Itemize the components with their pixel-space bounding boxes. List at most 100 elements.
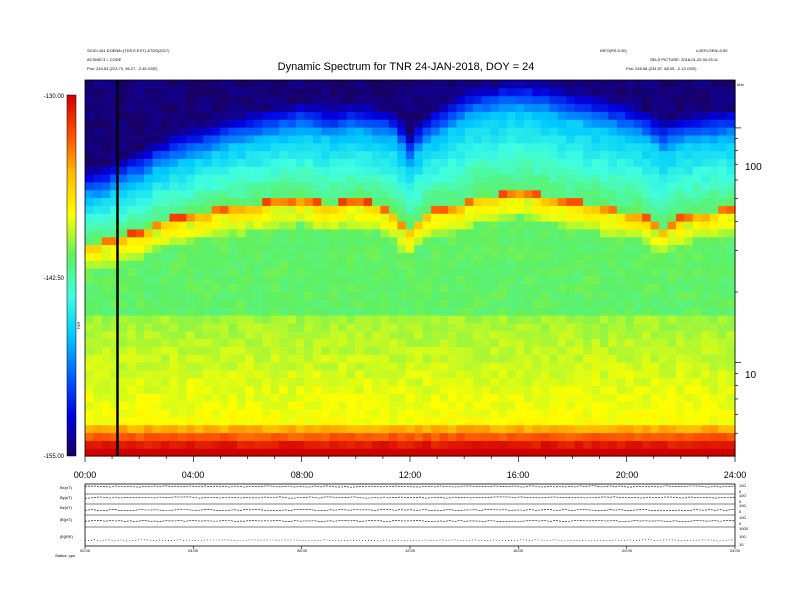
spectrogram-cell [633,236,643,246]
spectrogram-cell [456,158,466,167]
spectrogram-cell [591,362,601,371]
spectrogram-cell [329,87,339,97]
spectrogram-cell [405,401,415,410]
spectrogram-cell [447,377,458,387]
spectrogram-cell [236,299,246,308]
spectrogram-cell [118,244,128,253]
spectrogram-cell [127,87,137,97]
spectrogram-cell [279,103,289,112]
spectrogram-cell [93,174,103,183]
spectrogram-cell [245,377,255,387]
spectrogram-cell [329,354,339,363]
spectrogram-cell [523,369,533,379]
spectrogram-cell [211,338,221,347]
spectrogram-cell [101,377,111,387]
spectrogram-cell [718,174,728,183]
spectrogram-cell [236,385,246,394]
spectrogram-cell [380,103,390,112]
spectrogram-cell [93,213,103,222]
spectrogram-cell [220,95,230,105]
spectrogram-cell [625,205,635,214]
spectrogram-cell [228,275,238,285]
spectrogram-cell [93,127,103,136]
spectrogram-cell [380,291,390,300]
spectrogram-cell [355,377,365,387]
spectrogram-cell [574,448,584,457]
spectrogram-cell [236,142,246,152]
spectrogram-cell [169,346,179,355]
spectrogram-cell [591,244,601,253]
spectrogram-cell [304,205,314,214]
spectrogram-cell [220,150,230,159]
spectrogram-cell [127,119,137,128]
spectrogram-cell [591,346,601,355]
spectrogram-cell [498,432,508,441]
spectrogram-cell [701,377,711,387]
spectrogram-cell [388,150,398,159]
spectrogram-cell [583,322,593,332]
spectrogram-cell [135,119,145,128]
spectrogram-cell [507,393,517,402]
spectrogram-cell [532,87,542,97]
spectrogram-cell [414,260,424,269]
spectrogram-cell [270,119,280,128]
spectrogram-cell [355,87,365,97]
spectrogram-cell [532,221,542,230]
spectrogram-cell [101,322,111,332]
spectrogram-cell [616,346,626,355]
spectrogram-cell [329,424,339,434]
spectrogram-cell [220,80,230,89]
spectrogram-cell [101,291,111,300]
spectrogram-cell [447,283,458,293]
spectrogram-cell [523,197,533,206]
mag-x-tick-20: 20:00 [622,548,633,553]
spectrogram-cell [709,134,719,144]
spectrogram-cell [692,236,702,246]
spectrogram-cell [245,432,255,441]
spectrogram-cell [152,401,162,410]
spectrogram-cell [481,181,491,191]
spectrogram-cell [253,448,263,457]
spectrogram-cell [692,307,702,316]
spectrogram-cell [456,119,466,128]
spectrogram-cell [490,111,500,120]
spectrogram-cell [523,103,533,112]
spectrogram-cell [675,315,685,324]
spectrogram-cell [616,166,626,175]
spectrogram-cell [583,181,593,191]
spectrogram-cell [93,330,103,340]
spectrogram-cell [118,127,128,136]
spectrogram-cell [709,119,719,128]
spectrogram-cell [177,87,187,97]
spectrogram-cell [329,260,339,269]
spectrogram-cell [633,283,643,293]
spectrogram-cell [228,95,238,105]
spectrogram-cell [279,268,289,277]
spectrogram-cell [709,80,719,89]
spectrogram-cell [608,197,618,206]
spectrogram-cell [279,448,289,457]
spectrogram-cell [532,197,542,206]
spectrogram-cell [473,385,483,394]
spectrogram-cell [110,119,120,128]
spectrogram-cell [650,205,660,214]
spectrogram-cell [616,401,626,410]
spectrogram-cell [726,119,736,128]
spectrogram-cell [186,166,196,175]
spectrogram-cell [659,119,669,128]
spectrogram-cell [583,330,593,340]
spectrogram-cell [692,189,702,199]
spectrogram-cell [701,260,711,269]
spectrogram-cell [110,299,120,308]
spectrogram-cell [549,299,559,308]
spectrogram-cell [616,158,626,167]
spectrogram-cell [692,416,702,426]
spectrogram-cell [372,393,382,402]
spectrogram-cell [338,401,348,410]
spectrogram-cell [220,385,230,394]
spectrogram-cell [726,260,736,269]
spectrogram-cell [194,315,204,324]
spectrogram-cell [608,299,618,308]
spectrogram-cell [321,111,331,120]
spectrogram-cell [718,291,728,300]
